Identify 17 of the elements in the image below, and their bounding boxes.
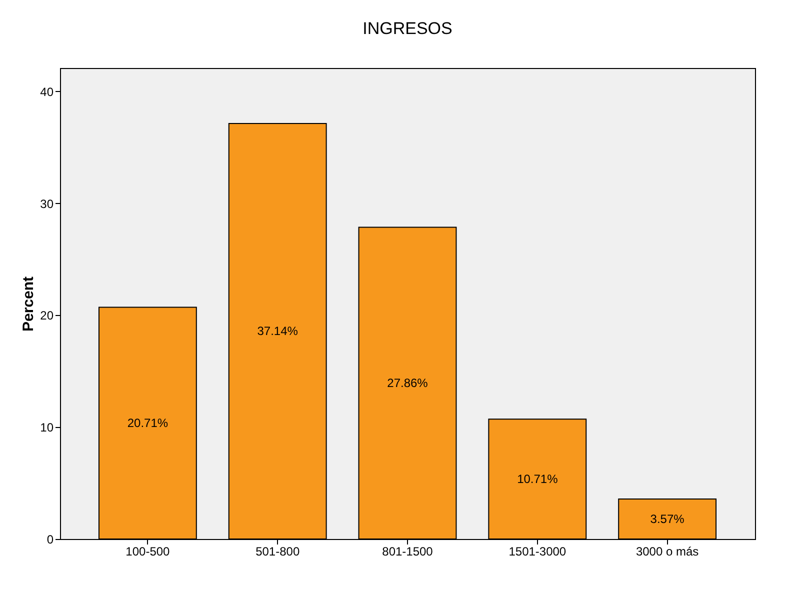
y-axis-title: Percent	[20, 276, 38, 332]
data-label: 27.86%	[387, 376, 428, 390]
y-tick-label: 40	[40, 84, 54, 99]
chart-title: INGRESOS	[362, 19, 452, 38]
y-tick-label: 30	[40, 196, 54, 211]
data-label: 3.57%	[650, 512, 685, 526]
y-tick-label: 0	[46, 532, 54, 546]
x-tick-label: 801-1500	[382, 544, 434, 558]
data-label: 10.71%	[517, 472, 558, 486]
y-tick-label: 20	[40, 308, 54, 323]
data-label: 37.14%	[257, 324, 298, 338]
data-label: 20.71%	[127, 416, 168, 430]
x-tick-label: 100-500	[126, 544, 170, 558]
y-tick-label: 10	[40, 420, 54, 435]
x-tick-label: 1501-3000	[508, 544, 566, 558]
x-tick-label: 3000 o más	[636, 544, 699, 558]
x-tick-label: 501-800	[256, 544, 300, 558]
